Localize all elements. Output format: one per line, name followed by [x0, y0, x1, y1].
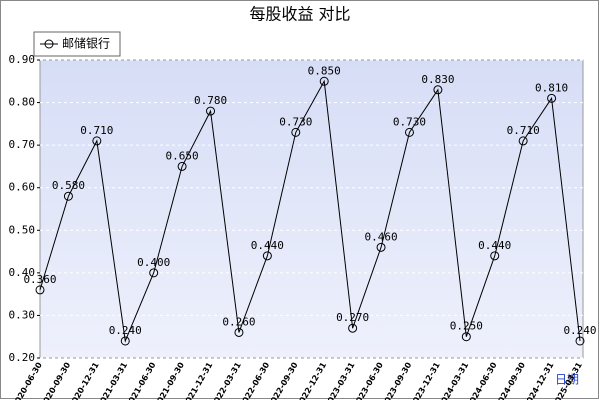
- legend-marker: [44, 39, 54, 49]
- y-tick-label: 0.70: [9, 138, 36, 151]
- data-point: [547, 93, 557, 103]
- data-point: [376, 242, 386, 252]
- data-point: [63, 191, 73, 201]
- data-point: [348, 323, 358, 333]
- data-point: [262, 251, 272, 261]
- legend: 邮储银行: [33, 31, 121, 57]
- data-point: [234, 327, 244, 337]
- data-label: 0.260: [222, 315, 255, 328]
- data-label: 0.440: [251, 239, 284, 252]
- data-label: 0.850: [308, 64, 341, 77]
- data-point: [404, 127, 414, 137]
- series-line: [39, 79, 581, 343]
- data-point: [291, 127, 301, 137]
- data-point: [120, 336, 130, 346]
- data-point: [177, 161, 187, 171]
- chart-title: 每股收益 对比: [249, 5, 350, 24]
- data-label: 0.250: [450, 320, 483, 333]
- y-tick-label: 0.60: [9, 181, 36, 194]
- data-point: [490, 251, 500, 261]
- data-label: 0.710: [507, 124, 540, 137]
- data-label: 0.240: [563, 324, 596, 337]
- data-point: [461, 332, 471, 342]
- data-label: 0.650: [166, 149, 199, 162]
- y-tick-label: 0.30: [9, 308, 36, 321]
- data-point: [92, 136, 102, 146]
- y-tick-label: 0.80: [9, 96, 36, 109]
- data-label: 0.730: [279, 115, 312, 128]
- data-label: 0.710: [80, 124, 113, 137]
- data-point: [35, 285, 45, 295]
- data-point: [206, 106, 216, 116]
- data-label: 0.240: [109, 324, 142, 337]
- data-label: 0.730: [393, 115, 426, 128]
- data-label: 0.400: [137, 256, 170, 269]
- data-label: 0.270: [336, 311, 369, 324]
- data-label: 0.780: [194, 94, 227, 107]
- data-point: [149, 268, 159, 278]
- legend-label: 邮储银行: [62, 36, 110, 51]
- data-point: [433, 85, 443, 95]
- data-label: 0.830: [421, 73, 454, 86]
- y-tick-label: 0.50: [9, 223, 36, 236]
- data-point: [518, 136, 528, 146]
- data-label: 0.810: [535, 81, 568, 94]
- x-axis-label: 日期: [555, 373, 579, 387]
- y-tick-label: 0.90: [9, 53, 36, 66]
- data-label: 0.440: [478, 239, 511, 252]
- y-tick-label: 0.20: [9, 351, 36, 364]
- y-tick-label: 0.40: [9, 266, 36, 279]
- plot-area: [39, 59, 584, 359]
- data-label: 0.460: [364, 230, 397, 243]
- data-point: [575, 336, 585, 346]
- data-label: 0.360: [23, 273, 56, 286]
- data-label: 0.580: [52, 179, 85, 192]
- data-point: [319, 76, 329, 86]
